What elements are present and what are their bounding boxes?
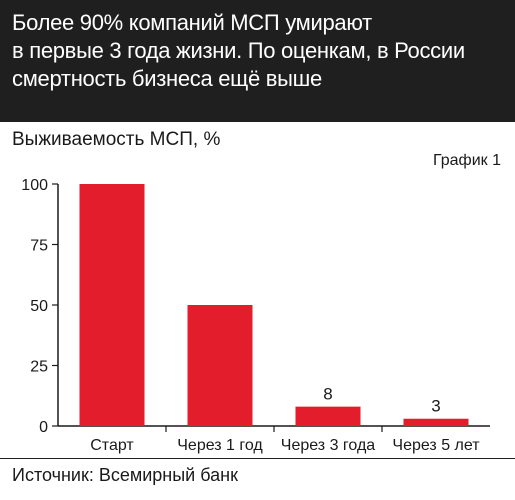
y-tick-label: 25 <box>30 359 48 376</box>
header-line-1: Более 90% компаний МСП умирают <box>12 10 372 35</box>
category-label: Через 5 лет <box>392 437 480 454</box>
chart-number: График 1 <box>432 152 501 169</box>
header-line-2: в первые 3 года жизни. По оценкам, в Рос… <box>12 38 465 63</box>
bar <box>187 305 253 426</box>
category-label: Через 3 года <box>281 437 376 454</box>
y-tick-label: 50 <box>30 298 48 315</box>
category-label: Через 1 год <box>177 437 263 454</box>
bar <box>79 184 145 426</box>
y-tick-label: 75 <box>30 238 48 255</box>
source-divider <box>0 458 515 459</box>
data-label: 8 <box>323 385 332 404</box>
chart-subtitle: Выживаемость МСП, % <box>12 129 221 150</box>
bar <box>403 418 469 426</box>
category-label: Старт <box>90 437 134 454</box>
y-tick-label: 0 <box>39 419 48 436</box>
data-label: 3 <box>431 397 440 416</box>
header-line-3: смертность бизнеса ещё выше <box>12 66 322 91</box>
chart-header: Более 90% компаний МСП умирают в первые … <box>0 0 515 122</box>
source-note: Источник: Всемирный банк <box>12 465 238 485</box>
bar <box>295 406 361 426</box>
y-tick-label: 100 <box>21 177 48 194</box>
